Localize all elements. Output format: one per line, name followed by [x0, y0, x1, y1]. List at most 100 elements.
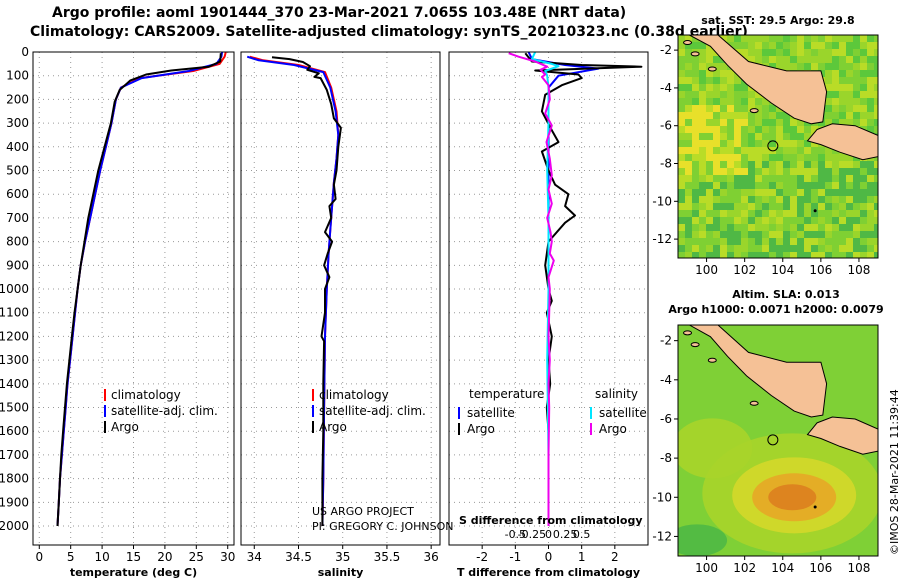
sst-cell: [825, 147, 832, 154]
legend-label: Argo: [467, 422, 495, 436]
sst-cell: [678, 56, 685, 63]
sst-cell: [804, 35, 811, 42]
sst-cell: [699, 189, 706, 196]
sst-cell: [776, 119, 783, 126]
sst-cell: [713, 189, 720, 196]
sst-cell: [678, 203, 685, 210]
sst-cell: [825, 77, 832, 84]
x-tick-label: 20: [157, 550, 172, 564]
sst-cell: [818, 161, 825, 168]
sst-cell: [776, 203, 783, 210]
sst-cell: [685, 245, 692, 252]
sst-cell: [811, 238, 818, 245]
sst-cell: [769, 154, 776, 161]
sst-cell: [678, 42, 685, 49]
sst-cell: [762, 42, 769, 49]
sst-cell: [846, 63, 853, 70]
sst-cell: [741, 112, 748, 119]
sst-cell: [692, 112, 699, 119]
sst-cell: [769, 35, 776, 42]
sst-cell: [769, 133, 776, 140]
sst-cell: [832, 77, 839, 84]
sst-cell: [853, 245, 860, 252]
sst-cell: [825, 70, 832, 77]
sst-cell: [811, 140, 818, 147]
secondary-tick-label: 0: [545, 528, 552, 541]
sst-cell: [818, 252, 825, 258]
sst-cell: [706, 203, 713, 210]
sst-cell: [776, 154, 783, 161]
sst-cell: [804, 182, 811, 189]
sst-cell: [853, 84, 860, 91]
sst-cell: [874, 168, 878, 175]
sst-cell: [706, 98, 713, 105]
sst-cell: [874, 35, 878, 42]
map-field: [678, 35, 878, 258]
sst-cell: [706, 126, 713, 133]
sst-cell: [762, 140, 769, 147]
sst-cell: [727, 112, 734, 119]
sst-cell: [783, 210, 790, 217]
sst-cell: [825, 189, 832, 196]
sst-cell: [685, 182, 692, 189]
sst-cell: [818, 224, 825, 231]
map-y-tick-label: -12: [652, 529, 672, 543]
map-frame: [677, 34, 879, 259]
sst-cell: [867, 84, 874, 91]
series-line-argo: [56, 53, 222, 527]
sst-cell: [874, 42, 878, 49]
sst-cell: [685, 70, 692, 77]
sst-cell: [713, 126, 720, 133]
sst-cell: [846, 56, 853, 63]
sst-cell: [867, 98, 874, 105]
sst-cell: [727, 105, 734, 112]
sst-cell: [678, 49, 685, 56]
sst-cell: [797, 224, 804, 231]
sst-cell: [853, 105, 860, 112]
sst-cell: [867, 42, 874, 49]
sst-cell: [776, 140, 783, 147]
sst-cell: [797, 196, 804, 203]
sst-cell: [769, 49, 776, 56]
credit-pi: PI: GREGORY C. JOHNSON: [312, 520, 454, 533]
sst-cell: [839, 168, 846, 175]
sst-cell: [797, 133, 804, 140]
sst-cell: [699, 98, 706, 105]
sst-cell: [727, 154, 734, 161]
y-tick-label: 200: [6, 92, 29, 106]
sst-cell: [720, 84, 727, 91]
sst-cell: [846, 238, 853, 245]
sst-cell: [685, 217, 692, 224]
sst-cell: [874, 175, 878, 182]
legend-label: satellite: [599, 406, 647, 420]
sst-cell: [874, 77, 878, 84]
sst-cell: [860, 217, 867, 224]
sst-cell: [867, 203, 874, 210]
sst-cell: [741, 84, 748, 91]
sst-cell: [825, 203, 832, 210]
sst-cell: [713, 98, 720, 105]
map-x-tick-label: 100: [695, 263, 718, 277]
sst-cell: [692, 91, 699, 98]
sst-cell: [874, 196, 878, 203]
sst-cell: [727, 168, 734, 175]
sst-cell: [678, 224, 685, 231]
sst-cell: [713, 252, 720, 258]
map-y-tick-label: -12: [652, 232, 672, 246]
sst-cell: [818, 245, 825, 252]
x-tick-label: 30: [220, 550, 235, 564]
sst-cell: [797, 175, 804, 182]
sst-cell: [776, 133, 783, 140]
sst-cell: [804, 238, 811, 245]
float-position-marker: [767, 140, 779, 152]
sst-cell: [790, 231, 797, 238]
sst-cell: [713, 196, 720, 203]
sst-cell: [741, 189, 748, 196]
sst-cell: [769, 105, 776, 112]
sst-cell: [692, 252, 699, 258]
sst-cell: [769, 56, 776, 63]
sst-cell: [853, 203, 860, 210]
sst-cell: [699, 238, 706, 245]
sst-cell: [748, 203, 755, 210]
sst-cell: [832, 161, 839, 168]
